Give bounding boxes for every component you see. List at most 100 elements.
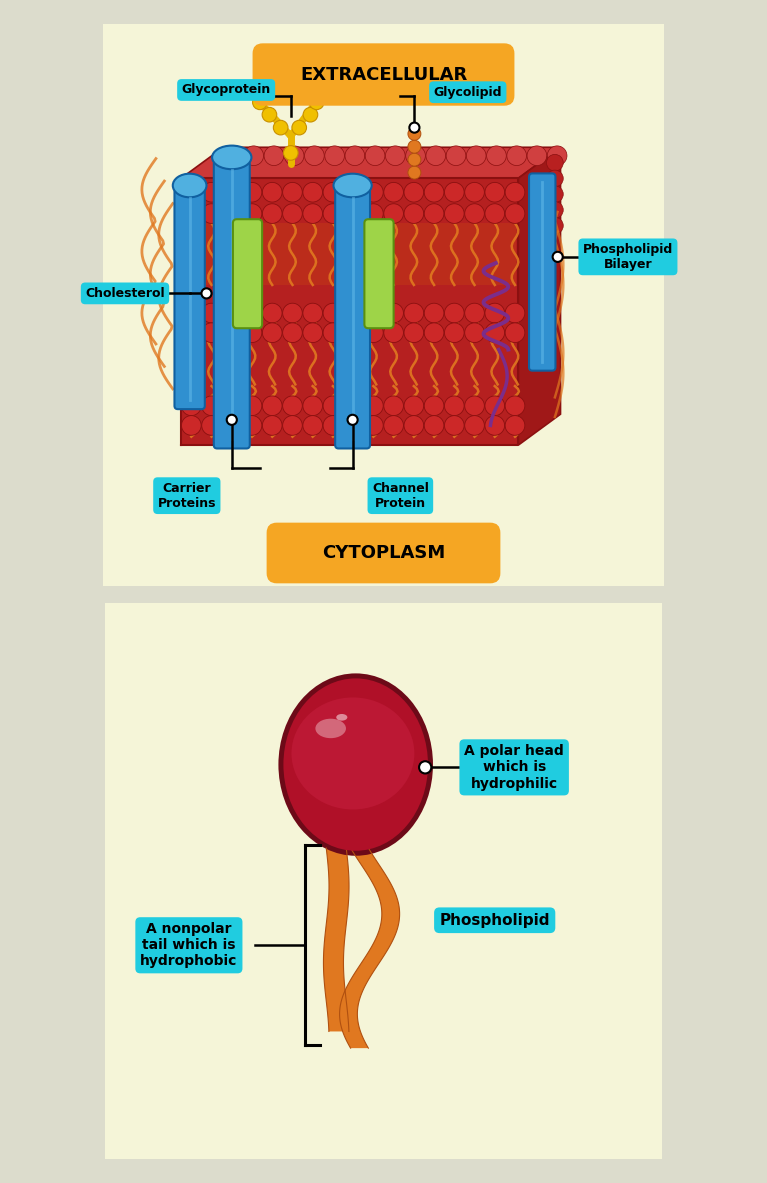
Circle shape [444, 182, 464, 202]
Circle shape [323, 203, 343, 224]
Circle shape [262, 182, 282, 202]
Circle shape [222, 303, 242, 323]
Circle shape [323, 396, 343, 415]
Circle shape [262, 303, 282, 323]
FancyBboxPatch shape [214, 161, 250, 448]
Circle shape [182, 415, 201, 435]
Circle shape [303, 182, 323, 202]
Circle shape [384, 415, 403, 435]
Circle shape [344, 415, 363, 435]
Circle shape [202, 182, 222, 202]
Circle shape [408, 153, 421, 166]
Circle shape [364, 396, 384, 415]
Circle shape [553, 252, 563, 261]
Circle shape [446, 146, 466, 166]
Circle shape [242, 182, 262, 202]
Circle shape [386, 146, 405, 166]
Polygon shape [181, 148, 561, 179]
Circle shape [282, 182, 302, 202]
Ellipse shape [336, 715, 347, 720]
Ellipse shape [315, 719, 346, 738]
Circle shape [384, 323, 403, 343]
Circle shape [365, 146, 385, 166]
Circle shape [273, 121, 288, 135]
Circle shape [364, 203, 384, 224]
Circle shape [505, 396, 525, 415]
Circle shape [224, 146, 243, 166]
Circle shape [222, 415, 242, 435]
Text: Cholesterol: Cholesterol [85, 287, 165, 299]
Circle shape [347, 415, 357, 425]
Circle shape [426, 146, 446, 166]
Circle shape [182, 396, 201, 415]
Circle shape [202, 303, 222, 323]
Circle shape [505, 323, 525, 343]
Text: Glycoprotein: Glycoprotein [182, 84, 271, 97]
Circle shape [547, 186, 563, 202]
Circle shape [505, 303, 525, 323]
FancyBboxPatch shape [184, 224, 515, 285]
Circle shape [303, 415, 323, 435]
Circle shape [547, 201, 563, 219]
Circle shape [444, 323, 464, 343]
Circle shape [384, 182, 403, 202]
Circle shape [262, 108, 277, 122]
Circle shape [222, 203, 242, 224]
Circle shape [547, 170, 563, 187]
Circle shape [465, 415, 485, 435]
Circle shape [345, 146, 364, 166]
Ellipse shape [334, 174, 372, 198]
Circle shape [344, 203, 363, 224]
Circle shape [384, 303, 403, 323]
Circle shape [242, 396, 262, 415]
Circle shape [262, 396, 282, 415]
Circle shape [486, 146, 506, 166]
Circle shape [408, 128, 421, 141]
Circle shape [182, 182, 201, 202]
Circle shape [182, 323, 201, 343]
Circle shape [505, 182, 525, 202]
Circle shape [424, 182, 444, 202]
Circle shape [264, 146, 284, 166]
Circle shape [323, 323, 343, 343]
Circle shape [404, 303, 423, 323]
Circle shape [424, 396, 444, 415]
Circle shape [344, 182, 363, 202]
Text: Glycolipid: Glycolipid [433, 85, 502, 98]
Circle shape [444, 415, 464, 435]
Circle shape [252, 95, 267, 110]
Circle shape [547, 154, 563, 172]
FancyBboxPatch shape [233, 219, 262, 328]
Circle shape [408, 166, 421, 179]
Circle shape [424, 415, 444, 435]
Circle shape [282, 415, 302, 435]
Circle shape [303, 203, 323, 224]
Circle shape [465, 396, 485, 415]
Circle shape [344, 396, 363, 415]
Text: CYTOPLASM: CYTOPLASM [322, 544, 445, 562]
Circle shape [424, 303, 444, 323]
Circle shape [262, 415, 282, 435]
Circle shape [182, 203, 201, 224]
Circle shape [202, 203, 222, 224]
Circle shape [485, 303, 505, 323]
Text: A nonpolar
tail which is
hydrophobic: A nonpolar tail which is hydrophobic [140, 922, 238, 969]
Circle shape [410, 123, 420, 132]
Circle shape [444, 203, 464, 224]
Circle shape [364, 303, 384, 323]
Circle shape [444, 303, 464, 323]
FancyBboxPatch shape [364, 219, 393, 328]
Circle shape [222, 396, 242, 415]
Circle shape [547, 218, 563, 234]
Circle shape [404, 415, 423, 435]
Circle shape [408, 141, 421, 153]
Ellipse shape [212, 146, 252, 169]
Circle shape [242, 415, 262, 435]
Circle shape [527, 146, 547, 166]
FancyBboxPatch shape [101, 600, 666, 1163]
FancyBboxPatch shape [252, 44, 515, 105]
Circle shape [424, 203, 444, 224]
Circle shape [262, 323, 282, 343]
Circle shape [323, 415, 343, 435]
Circle shape [384, 396, 403, 415]
